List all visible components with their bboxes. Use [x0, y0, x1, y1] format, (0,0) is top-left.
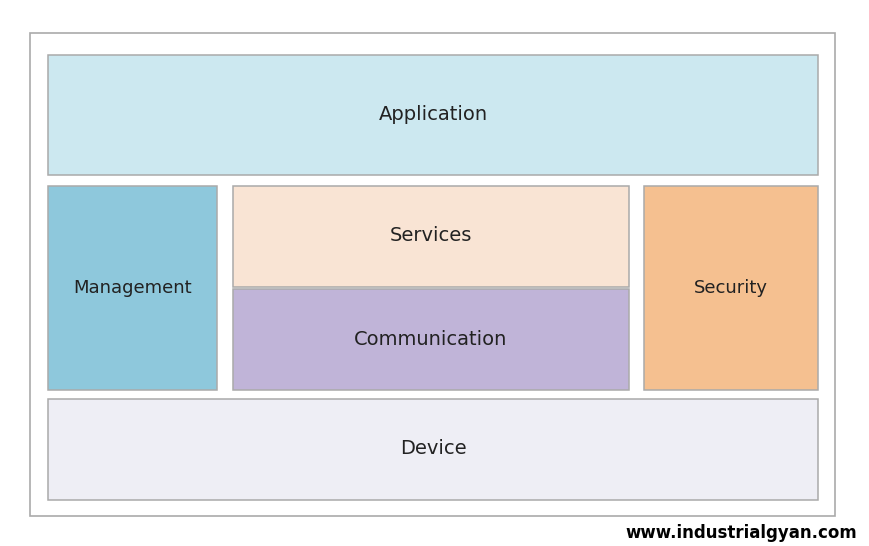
Text: Security: Security: [693, 280, 767, 297]
Text: www.industrialgyan.com: www.industrialgyan.com: [625, 524, 856, 542]
Bar: [30, 33, 834, 516]
Text: Application: Application: [378, 105, 488, 124]
Text: Device: Device: [400, 440, 466, 458]
Text: Management: Management: [73, 280, 191, 297]
Bar: [48, 399, 817, 500]
Bar: [233, 186, 628, 287]
Text: Communication: Communication: [354, 330, 507, 349]
Bar: [48, 186, 217, 390]
Text: Services: Services: [389, 227, 471, 245]
Bar: [48, 55, 817, 175]
Bar: [233, 289, 628, 390]
Bar: [643, 186, 817, 390]
